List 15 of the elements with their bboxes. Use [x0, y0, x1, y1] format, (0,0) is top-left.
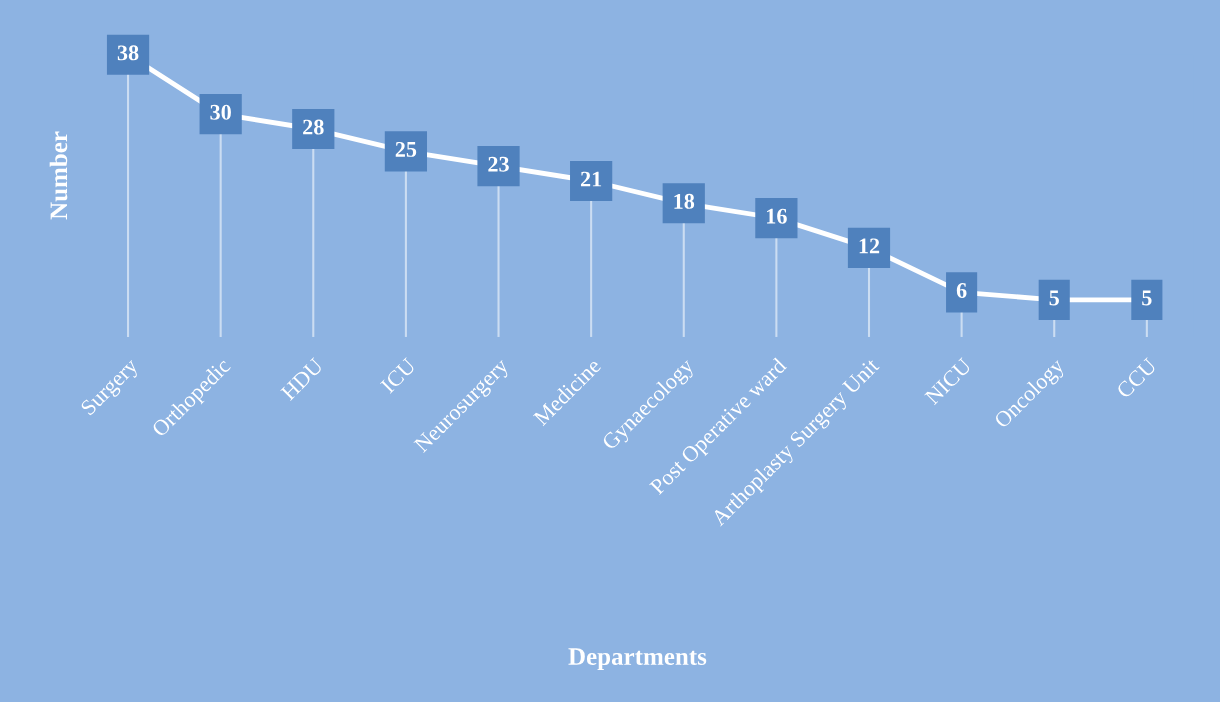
data-label: 12 [859, 238, 880, 254]
data-label: 38 [117, 45, 139, 61]
y-axis-title: Number [49, 131, 68, 220]
data-label: 6 [956, 283, 967, 298]
data-label: 5 [1142, 290, 1152, 306]
x-axis-title: Departments [568, 648, 707, 671]
data-label: 5 [1049, 290, 1059, 306]
data-label: 18 [674, 193, 695, 209]
data-label: 16 [767, 208, 787, 224]
x-tick-label: ICU [379, 357, 417, 394]
data-label: 28 [303, 119, 324, 135]
data-label: 25 [395, 141, 417, 157]
data-label: 30 [210, 104, 231, 120]
data-label: 21 [580, 171, 602, 187]
data-label: 23 [488, 156, 509, 172]
